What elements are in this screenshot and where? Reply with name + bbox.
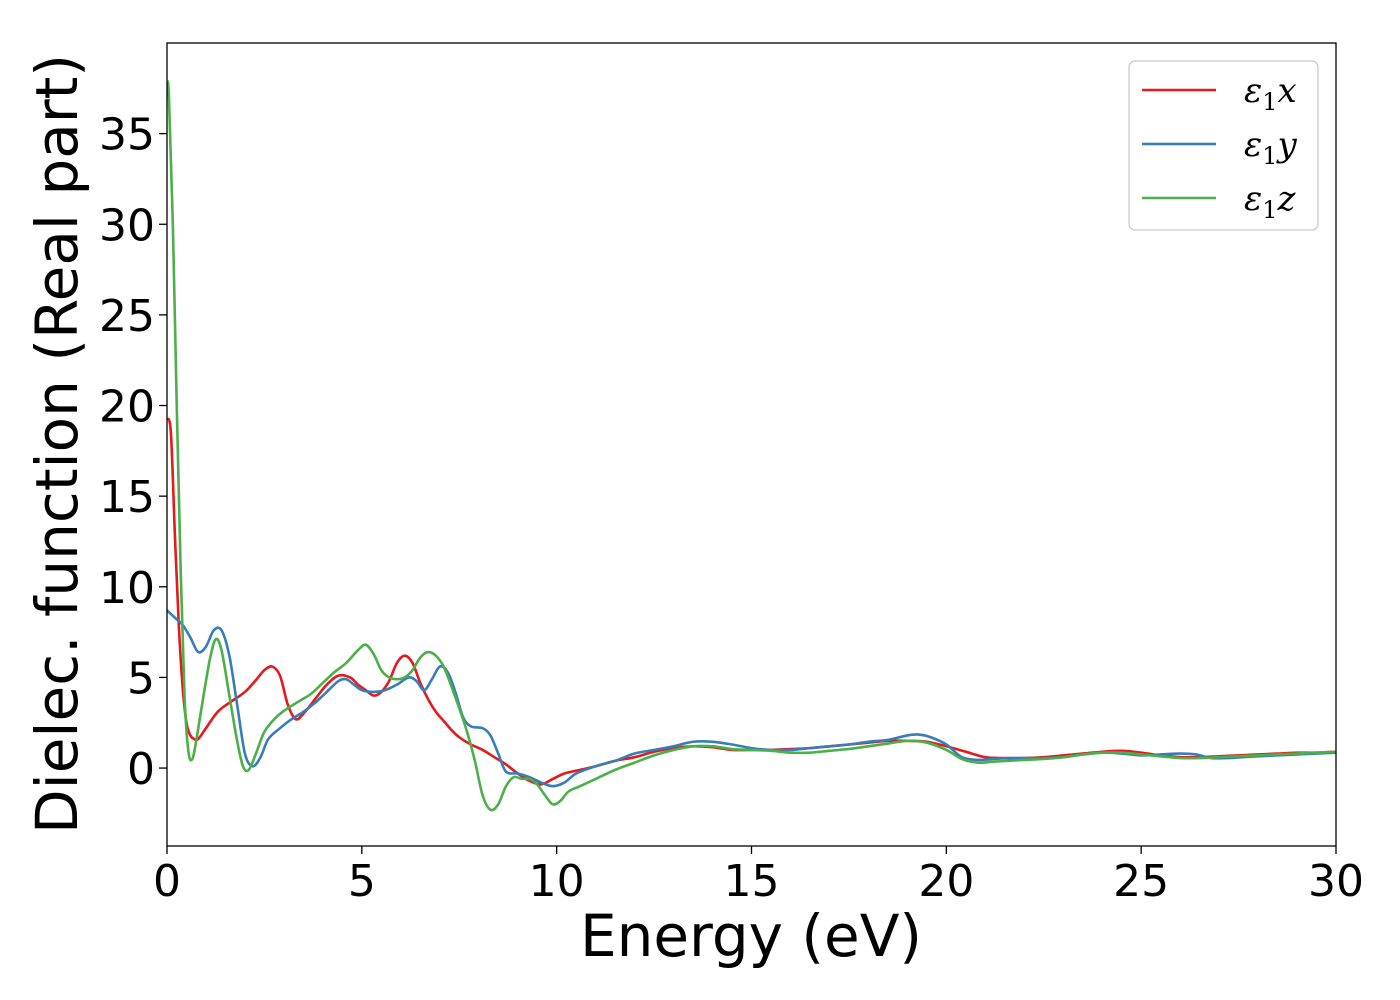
x-tick-label: 5 (348, 856, 376, 907)
y-tick-label: 5 (127, 653, 155, 704)
y-tick-label: 35 (99, 110, 155, 161)
legend-label-x: ε1x (1244, 71, 1297, 116)
x-tick-label: 30 (1308, 856, 1364, 907)
x-tick-label: 0 (153, 856, 181, 907)
series-line-x (167, 417, 1336, 786)
series-layer (167, 79, 1336, 812)
x-tick-label: 10 (529, 856, 585, 907)
x-axis-label: Energy (eV) (580, 902, 922, 970)
x-tick-label: 15 (724, 856, 780, 907)
y-tick-label: 15 (99, 472, 155, 523)
y-tick-label: 25 (99, 291, 155, 342)
legend-label-z: ε1z (1244, 179, 1297, 224)
y-axis: 0 5 10 15 20 25 30 35 (99, 110, 167, 795)
x-tick-label: 25 (1113, 856, 1169, 907)
legend-frame (1128, 60, 1319, 231)
y-tick-label: 10 (99, 563, 155, 614)
y-tick-label: 20 (99, 382, 155, 433)
x-axis: 0 5 10 15 20 25 30 (153, 846, 1364, 907)
y-tick-label: 30 (99, 200, 155, 251)
y-axis-label: Dielec. function (Real part) (23, 54, 91, 834)
x-tick-label: 20 (918, 856, 974, 907)
series-line-z (167, 79, 1336, 812)
y-tick-label: 0 (127, 744, 155, 795)
legend-label-y: ε1y (1244, 125, 1298, 170)
legend: ε1x ε1y ε1z (1128, 60, 1319, 231)
